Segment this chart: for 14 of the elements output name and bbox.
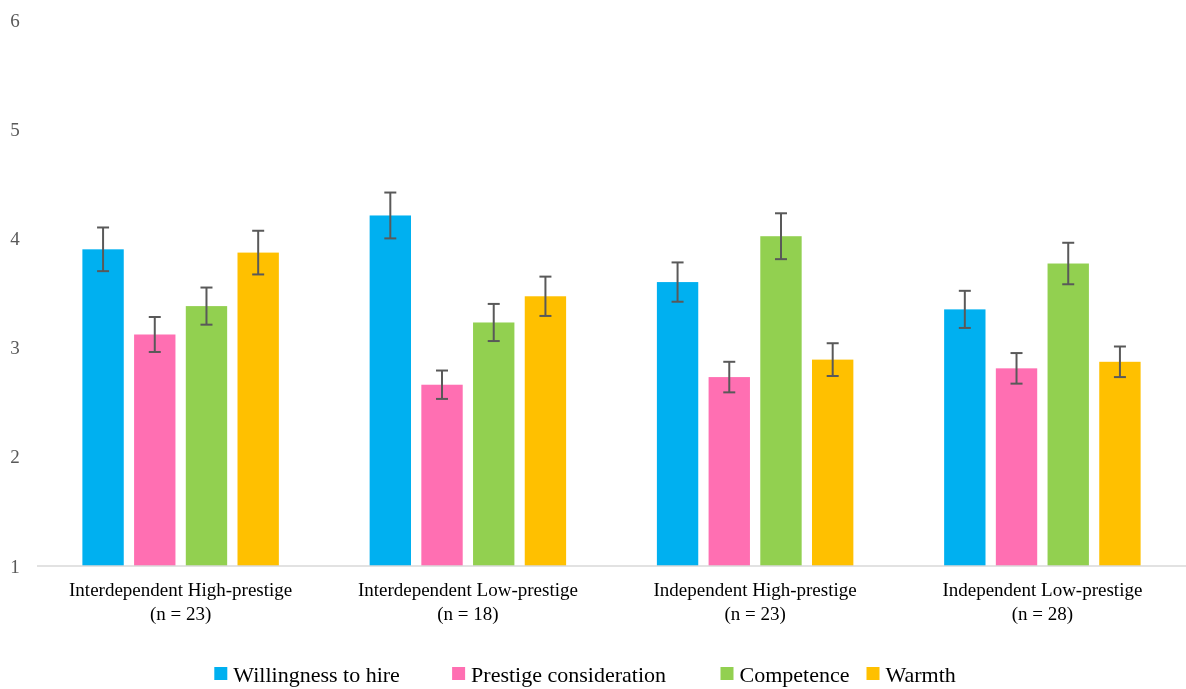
y-tick-label: 1: [10, 555, 20, 577]
y-tick-label: 5: [10, 118, 20, 140]
y-tick-label: 3: [10, 337, 20, 359]
x-tick-label: Independent Low-prestige (n = 28): [942, 579, 1143, 625]
x-tick-label: Interdependent Low-prestige (n = 18): [357, 579, 578, 625]
y-tick-label: 2: [10, 446, 20, 468]
x-tick-label: Interdependent High-prestige (n = 23): [69, 579, 293, 625]
legend-label: Prestige consideration: [471, 661, 667, 687]
y-tick-label: 4: [10, 228, 21, 250]
legend-label: Willingness to hire: [233, 661, 400, 687]
y-tick-label: 6: [10, 9, 20, 31]
legend-label: Warmth: [885, 661, 956, 687]
x-tick-label: Independent High-prestige (n = 23): [653, 579, 857, 625]
legend-label: Competence: [739, 661, 850, 687]
